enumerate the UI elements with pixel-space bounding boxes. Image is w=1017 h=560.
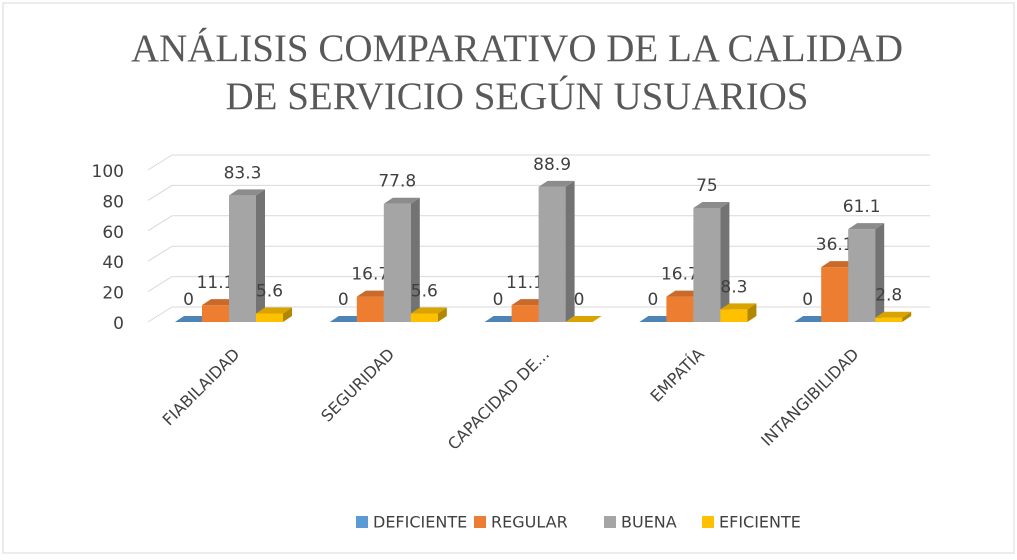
bar-front	[383, 203, 411, 322]
value-label: 0	[802, 290, 813, 310]
bar-side	[283, 307, 292, 322]
bar	[229, 189, 265, 322]
bar	[538, 180, 575, 322]
bar-top	[256, 307, 292, 314]
value-label: 36.1	[816, 235, 854, 255]
bar	[484, 316, 521, 322]
bar-top	[848, 223, 885, 230]
bar-side	[410, 197, 420, 322]
value-label: 2.8	[875, 286, 902, 306]
value-label: 16.7	[351, 265, 389, 285]
legend-swatch	[474, 516, 486, 528]
value-label: 11.1	[506, 273, 544, 293]
bar-front	[229, 195, 256, 322]
y-tick-label: 0	[113, 314, 124, 334]
bar-top	[538, 180, 575, 187]
value-label: 0	[647, 290, 658, 310]
value-label: 5.6	[256, 281, 283, 301]
bar-top	[720, 303, 757, 310]
bar-front	[356, 296, 384, 322]
bar-top	[229, 189, 265, 196]
bar-side	[437, 307, 447, 322]
chart-title: ANÁLISIS COMPARATIVO DE LA CALIDAD	[131, 26, 903, 70]
y-tick-label: 40	[102, 253, 124, 273]
bar	[720, 303, 757, 322]
bar-side	[720, 202, 730, 322]
bar-top	[565, 316, 602, 322]
bar-front	[202, 305, 229, 322]
value-label: 8.3	[720, 277, 747, 297]
value-label: 75	[696, 176, 718, 196]
legend-label: DEFICIENTE	[373, 513, 467, 532]
bar-side	[747, 303, 757, 322]
grid-line	[147, 245, 930, 262]
bar	[848, 223, 885, 322]
bar-front	[720, 309, 748, 322]
value-label: 77.8	[378, 172, 416, 192]
bar-front	[511, 305, 539, 322]
bar	[256, 307, 292, 322]
bar-front	[666, 296, 694, 322]
bar-top	[410, 307, 447, 314]
y-tick-label: 20	[102, 284, 124, 304]
value-label: 16.7	[661, 265, 699, 285]
value-label: 5.6	[411, 281, 438, 301]
legend-swatch	[604, 516, 616, 528]
bar-top	[875, 311, 912, 318]
bar	[693, 202, 730, 322]
value-label: 83.3	[224, 163, 262, 183]
bar	[383, 197, 420, 322]
bar-front	[410, 313, 438, 322]
bar-side	[256, 189, 265, 322]
bar-front	[821, 267, 849, 322]
bar	[565, 316, 602, 322]
value-label: 0	[493, 290, 504, 310]
value-label: 61.1	[843, 197, 881, 217]
bar-front	[848, 229, 876, 322]
legend-label: REGULAR	[491, 513, 568, 532]
legend-swatch	[702, 516, 714, 528]
bar-top	[484, 316, 521, 322]
bar-front	[256, 313, 283, 322]
bar-side	[902, 311, 912, 322]
grid-line	[147, 215, 930, 232]
grid-line	[147, 276, 930, 293]
bar	[875, 311, 912, 322]
bar-front	[875, 317, 903, 322]
grid-line	[147, 184, 930, 201]
value-label: 0	[338, 290, 349, 310]
value-label: 0	[183, 290, 194, 310]
y-tick-label: 60	[102, 223, 124, 243]
bar-front	[693, 208, 721, 322]
bar-top	[693, 202, 730, 208]
legend-label: EFICIENTE	[719, 513, 801, 532]
value-label: 0	[574, 290, 585, 310]
legend-label: BUENA	[621, 513, 677, 532]
legend-swatch	[356, 516, 368, 528]
y-tick-label: 100	[92, 162, 124, 182]
bar-side	[565, 180, 575, 322]
bar	[410, 307, 447, 322]
value-label: 88.9	[533, 155, 571, 175]
bar-side	[875, 223, 885, 322]
y-tick-label: 80	[102, 192, 124, 212]
bar-top	[383, 197, 420, 204]
value-label: 11.1	[197, 273, 235, 293]
chart-title: DE SERVICIO SEGÚN USUARIOS	[225, 74, 808, 118]
bar-front	[538, 186, 566, 322]
grid-line	[147, 154, 930, 171]
